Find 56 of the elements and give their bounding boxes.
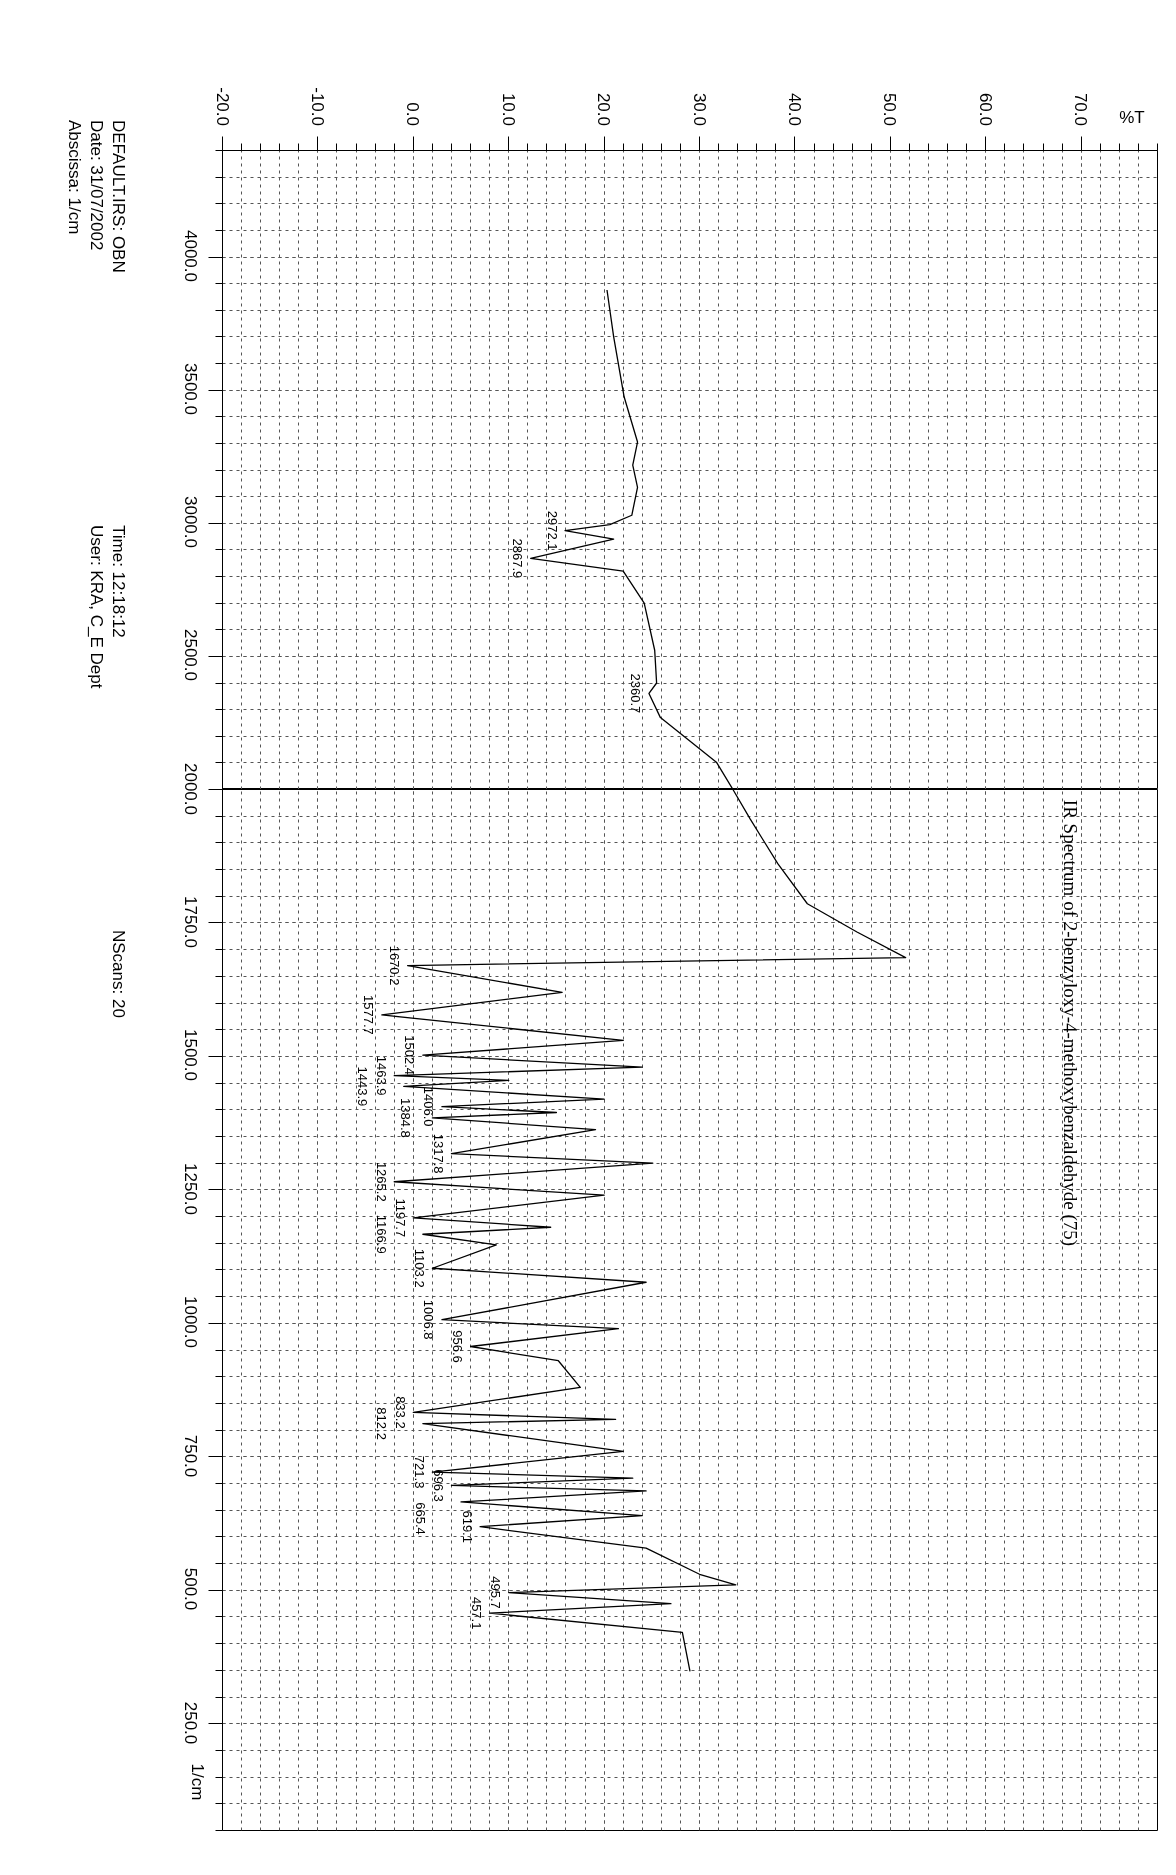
y-tick-label: 750.0	[180, 1434, 200, 1478]
annotation: 1265.2	[373, 1161, 389, 1202]
annotation: 1406.0	[421, 1086, 437, 1127]
annotation: 1443.9	[355, 1066, 371, 1107]
annotation: 1577.7	[361, 995, 377, 1035]
x-tick-label: 30.0	[689, 92, 709, 126]
annotation: 696.3	[430, 1469, 446, 1502]
text: NScans: 20	[108, 930, 128, 1018]
y-tick-label: 1500.0	[180, 1029, 200, 1081]
text: IR Spectrum of 2-benzyloxy-4-methoxybenzaldehyde (75)	[1059, 799, 1081, 1247]
y-tick-label: 250.0	[180, 1701, 200, 1745]
annotation: 721.3	[411, 1455, 427, 1489]
x-tick-label: 40.0	[784, 92, 804, 126]
annotation: 2360.7	[628, 673, 644, 714]
x-tick-label: 0.0	[402, 102, 422, 126]
annotation: 1197.7	[392, 1198, 408, 1238]
text: Time: 12:18:12	[108, 525, 128, 638]
annotation: 812.2	[374, 1407, 390, 1440]
x-tick-label: 20.0	[593, 92, 613, 126]
y-tick-label: 3500.0	[180, 363, 200, 415]
annotation: 1463.9	[373, 1055, 389, 1096]
annotation: 833.2	[392, 1396, 408, 1429]
x-tick-label: -10.0	[307, 87, 327, 126]
y-tick-label: 2500.0	[180, 629, 200, 681]
y-axis-title: 1/cm	[187, 1763, 207, 1801]
y-tick-label: 500.0	[180, 1567, 200, 1611]
annotation: 495.7	[488, 1576, 504, 1609]
annotation: 956.6	[450, 1330, 466, 1363]
annotation: 2972.1	[544, 510, 560, 551]
y-tick-label: 1750.0	[180, 896, 200, 948]
annotation: 619.1	[459, 1510, 475, 1543]
x-tick-label: -20.0	[212, 87, 232, 126]
annotation: 1006.8	[421, 1299, 437, 1340]
annotation: 1502.4	[402, 1035, 418, 1076]
y-tick-label: 1000.0	[180, 1296, 200, 1348]
annotation: 1166.9	[374, 1214, 390, 1254]
annotation: 1384.8	[397, 1098, 413, 1138]
annotation: 665.4	[412, 1502, 428, 1535]
text: Date: 31/07/2002	[86, 120, 106, 251]
y-tick-label: 3000.0	[180, 496, 200, 548]
annotation: 457.1	[469, 1596, 485, 1630]
text: DEFAULT.IRS: OBN	[108, 120, 128, 273]
x-tick-label: 50.0	[879, 92, 899, 126]
text: User: KRA, C_E Dept	[86, 525, 106, 689]
text: Abscissa: 1/cm	[64, 120, 84, 235]
y-tick-label: 4000.0	[180, 230, 200, 282]
x-tick-label: 70.0	[1070, 92, 1090, 126]
annotation: 1103.2	[411, 1248, 427, 1288]
y-tick-label: 1250.0	[180, 1163, 200, 1215]
annotation: 2867.9	[510, 538, 526, 579]
annotation: 1317.8	[430, 1133, 446, 1174]
x-tick-label: 10.0	[498, 92, 518, 126]
x-axis-title: %T	[1119, 108, 1145, 128]
y-tick-label: 2000.0	[180, 763, 200, 815]
annotation: 1670.2	[387, 945, 403, 986]
x-tick-label: 60.0	[975, 92, 995, 126]
